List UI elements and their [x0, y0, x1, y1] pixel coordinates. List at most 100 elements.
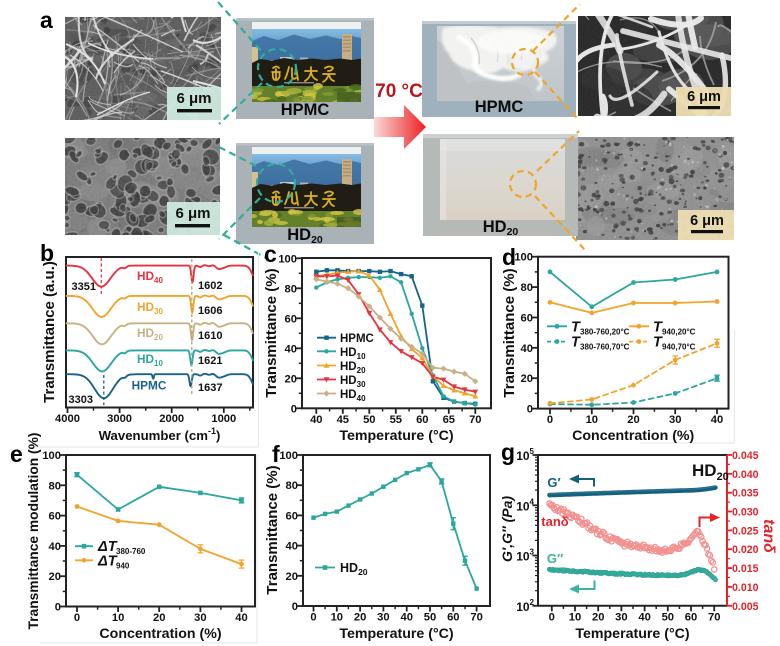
svg-text:1610: 1610 — [198, 330, 222, 342]
svg-text:10: 10 — [331, 612, 343, 624]
svg-text:ΔT: ΔT — [97, 539, 118, 555]
svg-text:20: 20 — [627, 414, 639, 426]
svg-text:0.035: 0.035 — [732, 488, 759, 500]
svg-text:50: 50 — [662, 611, 674, 623]
svg-text:30: 30 — [377, 612, 389, 624]
svg-text:40: 40 — [521, 343, 533, 355]
svg-text:30: 30 — [669, 414, 681, 426]
svg-text:6 μm: 6 μm — [690, 213, 724, 229]
svg-text:380-760,70°C: 380-760,70°C — [580, 343, 630, 352]
svg-text:20: 20 — [153, 612, 165, 624]
svg-text:0: 0 — [549, 611, 555, 623]
svg-text:40: 40 — [400, 612, 412, 624]
svg-text:Concentration (%): Concentration (%) — [572, 428, 694, 444]
svg-text:70: 70 — [708, 611, 720, 623]
svg-text:4000: 4000 — [55, 413, 80, 425]
svg-text:Temperature (°C): Temperature (°C) — [339, 626, 453, 642]
svg-text:40: 40 — [711, 414, 723, 426]
svg-text:0: 0 — [291, 403, 297, 415]
svg-text:0: 0 — [74, 612, 80, 624]
svg-text:60: 60 — [685, 611, 697, 623]
svg-text:940,20°C: 940,20°C — [662, 327, 696, 336]
svg-text:Concentration (%): Concentration (%) — [99, 626, 221, 642]
svg-text:0.015: 0.015 — [732, 563, 759, 575]
svg-text:Wavenumber (cm-1): Wavenumber (cm-1) — [99, 426, 221, 443]
svg-text:80: 80 — [286, 480, 298, 492]
svg-text:50: 50 — [424, 612, 436, 624]
svg-text:30: 30 — [615, 611, 627, 623]
svg-text:Transmittance (%): Transmittance (%) — [264, 465, 281, 594]
svg-text:102: 102 — [516, 598, 534, 614]
svg-text:104: 104 — [516, 497, 534, 513]
svg-text:T: T — [653, 319, 663, 335]
svg-text:60: 60 — [285, 313, 297, 325]
svg-text:6 μm: 6 μm — [175, 205, 210, 222]
svg-text:20: 20 — [286, 571, 298, 583]
svg-text:55: 55 — [390, 414, 402, 426]
svg-text:0.025: 0.025 — [732, 525, 759, 537]
svg-text:100: 100 — [42, 450, 61, 462]
svg-text:50: 50 — [363, 414, 375, 426]
svg-text:60: 60 — [447, 612, 459, 624]
svg-text:G″: G″ — [547, 551, 563, 566]
svg-text:G′: G′ — [547, 475, 560, 490]
svg-text:6 μm: 6 μm — [687, 89, 721, 105]
svg-text:0: 0 — [310, 612, 316, 624]
svg-text:Transmittance (%): Transmittance (%) — [501, 268, 518, 397]
svg-text:103: 103 — [516, 548, 534, 564]
svg-text:G′,G″ (Pa): G′,G″ (Pa) — [499, 496, 515, 562]
svg-text:40: 40 — [285, 343, 297, 355]
svg-text:0: 0 — [55, 602, 61, 614]
svg-text:Temperature (°C): Temperature (°C) — [575, 626, 689, 642]
svg-text:40: 40 — [310, 414, 322, 426]
svg-text:0.010: 0.010 — [732, 582, 759, 594]
svg-text:0.045: 0.045 — [732, 450, 759, 462]
svg-text:1606: 1606 — [198, 305, 222, 317]
svg-text:40: 40 — [286, 541, 298, 553]
svg-text:60: 60 — [416, 414, 428, 426]
svg-text:45: 45 — [337, 414, 349, 426]
svg-text:Temperature (°C): Temperature (°C) — [339, 428, 453, 444]
svg-text:1000: 1000 — [211, 413, 236, 425]
svg-text:6 μm: 6 μm — [176, 90, 211, 107]
svg-text:80: 80 — [521, 282, 533, 294]
svg-text:HPMC: HPMC — [132, 379, 167, 393]
svg-text:105: 105 — [516, 447, 534, 463]
svg-text:0.020: 0.020 — [732, 544, 759, 556]
svg-text:20: 20 — [592, 611, 604, 623]
svg-text:60: 60 — [49, 511, 61, 523]
svg-text:100: 100 — [279, 450, 298, 462]
svg-text:HD20: HD20 — [692, 461, 729, 483]
svg-text:20: 20 — [521, 373, 533, 385]
svg-text:80: 80 — [49, 480, 61, 492]
svg-text:40: 40 — [49, 541, 61, 553]
svg-text:100: 100 — [278, 253, 297, 265]
svg-text:70: 70 — [469, 414, 481, 426]
svg-text:T: T — [571, 335, 581, 351]
svg-text:80: 80 — [285, 283, 297, 295]
svg-text:40: 40 — [235, 612, 247, 624]
svg-text:20: 20 — [285, 373, 297, 385]
svg-text:40: 40 — [638, 611, 650, 623]
svg-text:60: 60 — [286, 510, 298, 522]
svg-text:940,70°C: 940,70°C — [662, 343, 696, 352]
svg-text:3351: 3351 — [72, 281, 96, 293]
svg-text:0: 0 — [527, 404, 533, 416]
svg-text:30: 30 — [194, 612, 206, 624]
svg-text:0: 0 — [547, 414, 553, 426]
svg-text:3303: 3303 — [69, 394, 93, 406]
svg-text:10: 10 — [586, 414, 598, 426]
svg-text:20: 20 — [49, 571, 61, 583]
svg-text:60: 60 — [521, 313, 533, 325]
svg-text:3000: 3000 — [107, 413, 132, 425]
svg-text:HPMC: HPMC — [340, 333, 374, 345]
svg-text:Transmittance modulation (%): Transmittance modulation (%) — [26, 432, 41, 629]
svg-text:0: 0 — [292, 601, 298, 613]
svg-text:10: 10 — [569, 611, 581, 623]
svg-text:380-760: 380-760 — [116, 547, 146, 556]
svg-text:T: T — [653, 335, 663, 351]
svg-text:0.040: 0.040 — [732, 469, 759, 481]
svg-text:0.005: 0.005 — [732, 601, 759, 613]
svg-text:70: 70 — [470, 612, 482, 624]
svg-text:Transmittance (a.u.): Transmittance (a.u.) — [41, 261, 58, 403]
